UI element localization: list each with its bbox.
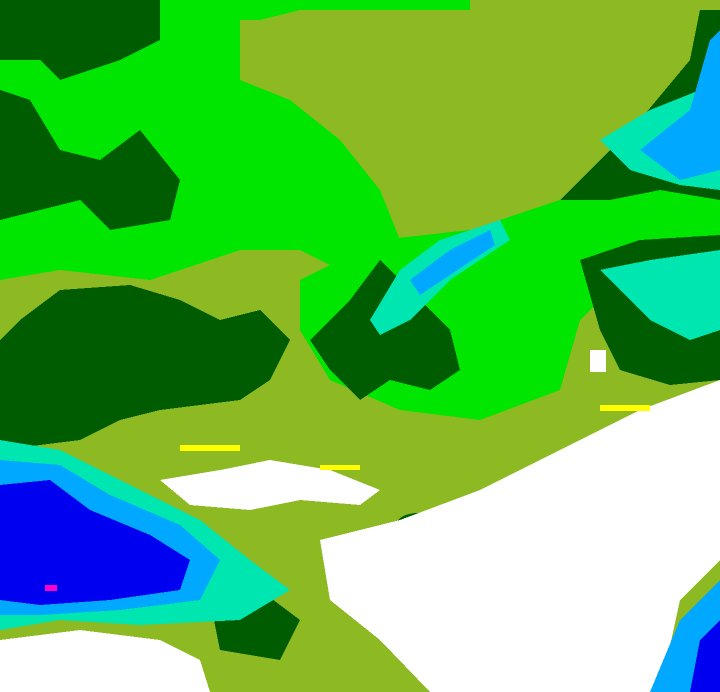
region-dark-green-w <box>0 90 180 230</box>
region-white-patches <box>160 460 380 510</box>
region-dark-green-nw <box>0 0 160 80</box>
region-blue-streak <box>410 230 495 295</box>
region-magenta-spot <box>45 585 57 591</box>
region-blue-ne <box>640 30 720 180</box>
region-yellow-speckle <box>320 465 360 470</box>
region-white-spot <box>590 350 606 372</box>
region-white-band <box>320 380 720 692</box>
region-yellow-speckle <box>600 405 650 411</box>
region-white-sw <box>0 630 210 692</box>
region-dark-green-large <box>0 285 290 450</box>
region-cyan-east <box>600 250 720 340</box>
region-blue-lake <box>0 480 190 605</box>
region-deep-blue-se <box>690 620 720 692</box>
region-olive-top <box>240 5 700 235</box>
region-yellow-speckle <box>180 445 240 451</box>
